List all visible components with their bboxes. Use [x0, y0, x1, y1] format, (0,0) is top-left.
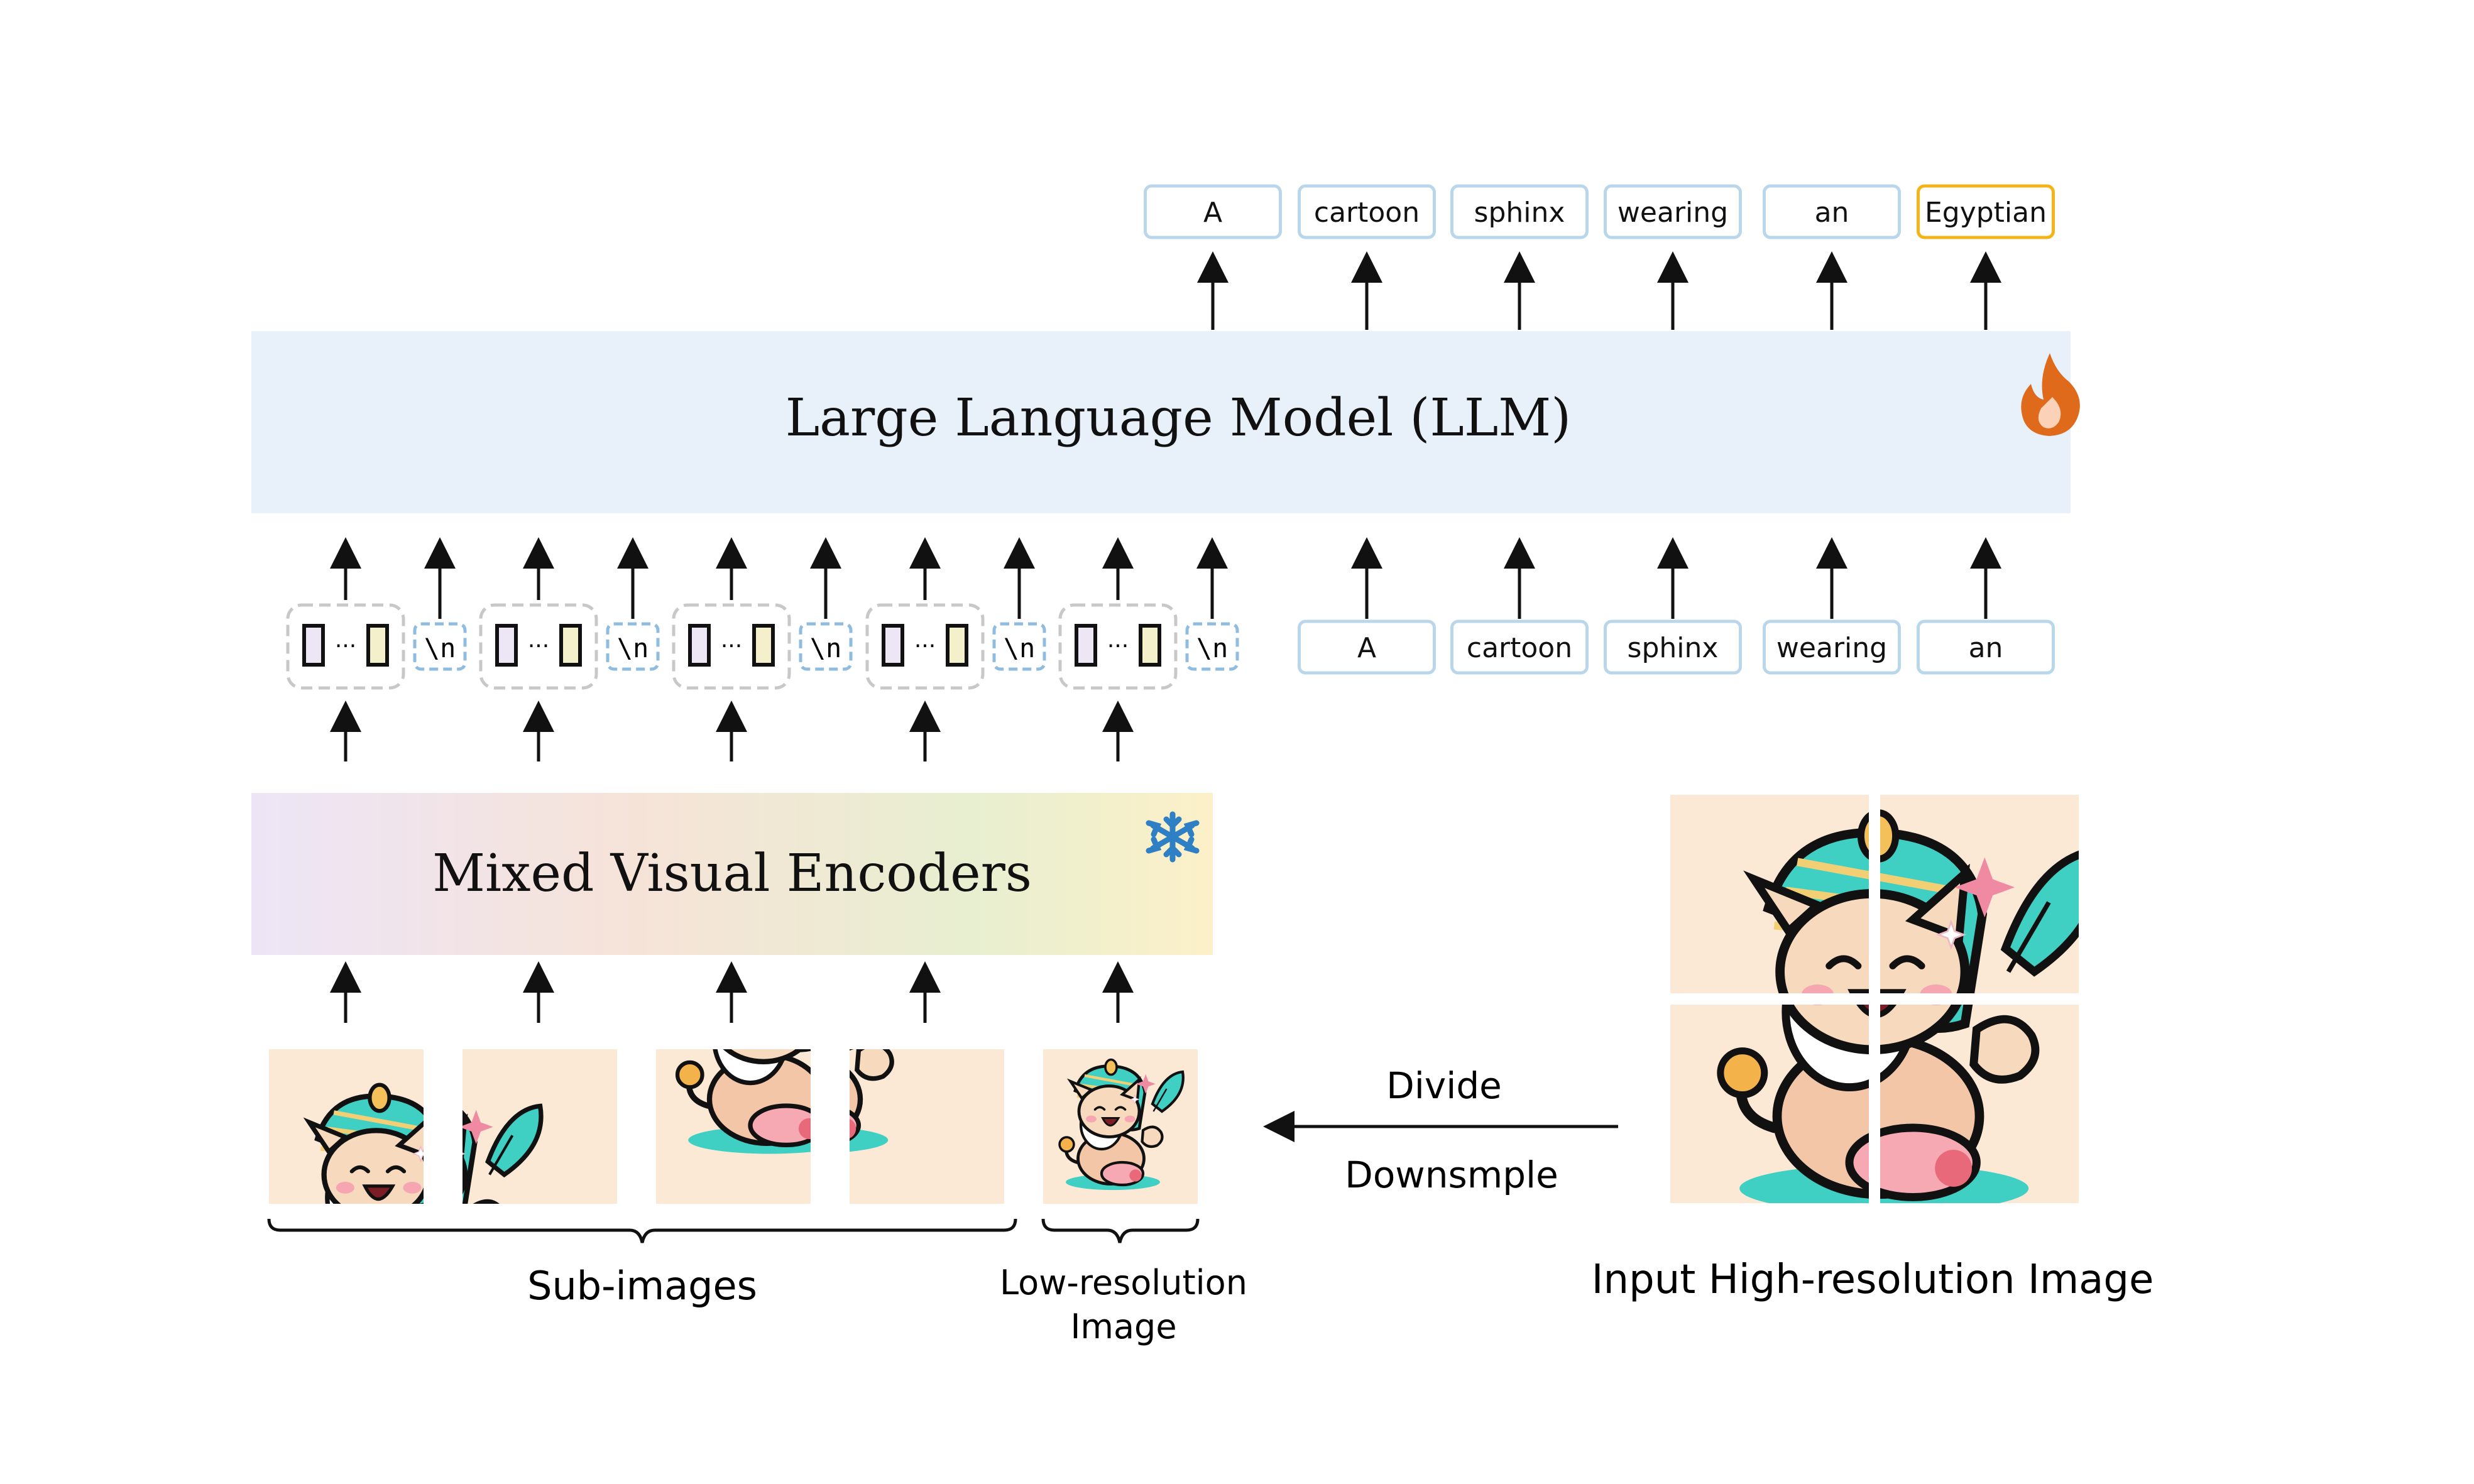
low-resolution-label: Low-resolution	[1000, 1263, 1247, 1302]
visual-token-last	[946, 624, 968, 667]
input-image-label: Input High-resolution Image	[1592, 1257, 2154, 1303]
visual-token-ellipsis: ···	[335, 633, 356, 659]
low-resolution-brace	[1041, 1218, 1200, 1243]
predicted-token: Egyptian	[1917, 184, 2055, 239]
sub-image-tile	[656, 1049, 811, 1204]
newline-token: \n	[799, 622, 853, 671]
newline-token-text: \n	[424, 633, 456, 663]
llm-title: Large Language Model (LLM)	[785, 388, 1572, 448]
visual-token-last	[366, 624, 389, 667]
input-text-token: sphinx	[1604, 619, 1742, 675]
input-high-resolution-image	[1670, 795, 2079, 1203]
low-resolution-tile	[1043, 1049, 1198, 1204]
visual-token-last	[1139, 624, 1161, 667]
sub-image-tile	[463, 1049, 617, 1204]
output-token: sphinx	[1450, 184, 1589, 239]
output-token-text: A	[1203, 197, 1222, 229]
output-token: cartoon	[1298, 184, 1436, 239]
visual-token-group: ···	[865, 603, 985, 690]
input-text-token-text: A	[1357, 632, 1376, 664]
input-text-token: cartoon	[1450, 619, 1589, 675]
input-text-token: A	[1298, 619, 1436, 675]
image-input-arrows	[330, 961, 1134, 1023]
predicted-token-text: Egyptian	[1925, 197, 2047, 229]
visual-token-group: ···	[479, 603, 598, 690]
visual-token-ellipsis: ···	[914, 633, 936, 659]
visual-token-first	[302, 624, 325, 667]
newline-token: \n	[606, 622, 660, 671]
downsample-label: Downsmple	[1345, 1154, 1558, 1196]
sub-images-brace	[267, 1218, 1017, 1243]
visual-token-last	[752, 624, 775, 667]
visual-token-ellipsis: ···	[1107, 633, 1129, 659]
visual-token-ellipsis: ···	[721, 633, 742, 659]
low-resolution-label-line2: Image	[1070, 1307, 1176, 1346]
output-arrows	[1197, 251, 2001, 330]
output-token-text: cartoon	[1314, 197, 1420, 229]
sub-image-tile	[269, 1049, 424, 1204]
input-text-token-text: wearing	[1776, 632, 1887, 664]
snowflake-icon	[1146, 811, 1200, 863]
output-token: wearing	[1604, 184, 1742, 239]
newline-token-text: \n	[810, 633, 842, 663]
input-text-token-text: cartoon	[1467, 632, 1572, 664]
visual-token-first	[1075, 624, 1097, 667]
visual-token-first	[882, 624, 904, 667]
visual-token-group: ···	[286, 603, 405, 690]
output-token: A	[1144, 184, 1282, 239]
input-text-token: an	[1917, 619, 2055, 675]
encoder-title: Mixed Visual Encoders	[432, 844, 1032, 903]
newline-token: \n	[992, 622, 1046, 671]
newline-token-text: \n	[617, 633, 649, 663]
output-token-text: an	[1815, 197, 1849, 229]
visual-token-ellipsis: ···	[528, 633, 549, 659]
llm-block	[251, 331, 2071, 513]
input-arrows	[330, 537, 2001, 619]
newline-token: \n	[1185, 622, 1239, 671]
visual-token-row: ··· \n ··· \n ··· \n ··· \n ··· \n	[286, 603, 1239, 690]
encoder-output-arrows	[330, 701, 1134, 761]
visual-token-first	[688, 624, 711, 667]
visual-token-group: ···	[672, 603, 791, 690]
fire-icon	[2021, 353, 2080, 436]
encoder-block	[251, 793, 1213, 955]
sub-images-label: Sub-images	[527, 1263, 757, 1309]
newline-token-text: \n	[1196, 633, 1229, 663]
divide-label: Divide	[1386, 1064, 1502, 1107]
newline-token-text: \n	[1004, 633, 1036, 663]
output-token: an	[1763, 184, 1901, 239]
newline-token: \n	[413, 622, 467, 671]
output-token-text: sphinx	[1474, 197, 1565, 229]
input-text-token: wearing	[1763, 619, 1901, 675]
output-token-text: wearing	[1617, 197, 1728, 229]
sub-image-tile	[850, 1049, 1004, 1204]
visual-token-group: ···	[1058, 603, 1178, 690]
input-text-token-text: an	[1969, 632, 2003, 664]
visual-token-last	[559, 624, 582, 667]
input-text-token-text: sphinx	[1628, 632, 1719, 664]
visual-token-first	[495, 624, 518, 667]
